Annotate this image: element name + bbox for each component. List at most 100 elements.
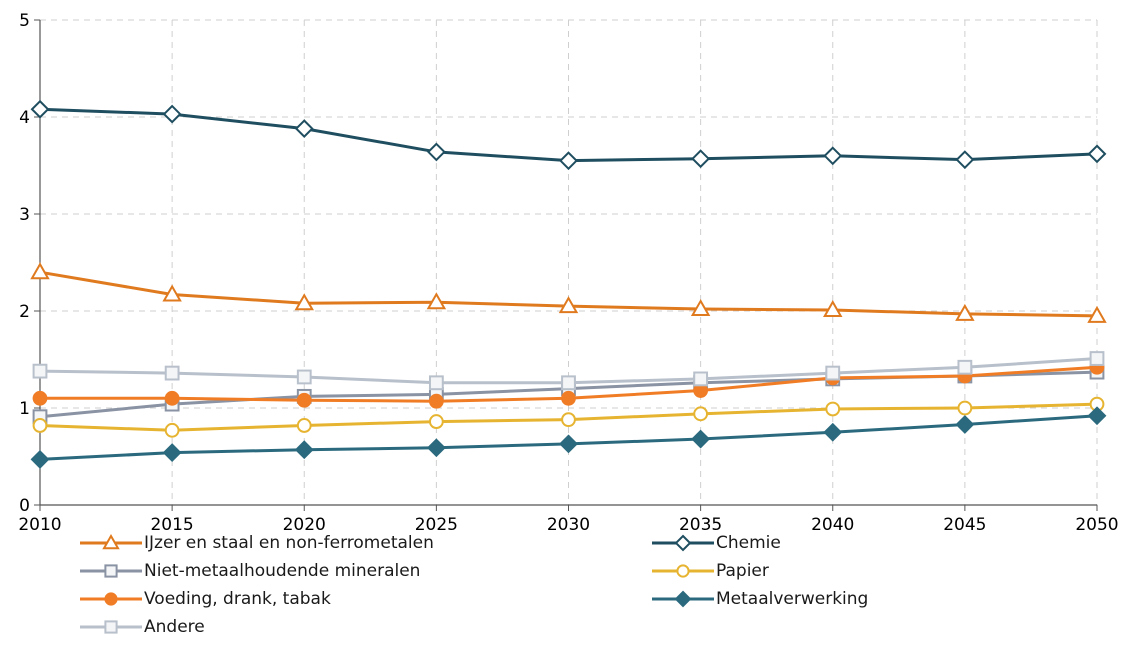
legend-swatch (80, 620, 142, 634)
data-point (559, 151, 578, 171)
data-point (955, 150, 975, 170)
data-point (693, 371, 709, 387)
data-point (955, 415, 975, 434)
data-point (32, 390, 48, 406)
data-point (691, 429, 711, 449)
legend-marker (674, 534, 692, 552)
data-point (561, 375, 576, 391)
y-tick-label: 5 (19, 11, 30, 31)
x-tick-label: 2020 (283, 515, 326, 535)
data-point (294, 119, 314, 139)
data-point (955, 303, 975, 321)
data-point (164, 422, 180, 438)
legend-marker (102, 533, 120, 550)
x-tick-label: 2050 (1075, 515, 1118, 535)
y-tick-label: 1 (19, 399, 30, 419)
data-point (1087, 144, 1107, 164)
data-point (426, 438, 446, 458)
legend-item: Niet-metaalhoudende mineralen (80, 558, 420, 584)
x-tick-label: 2030 (547, 515, 590, 535)
series-2 (30, 99, 1107, 171)
data-point (1087, 406, 1107, 426)
legend-swatch (80, 592, 142, 606)
legend-label: Andere (144, 617, 205, 637)
data-point (426, 292, 447, 310)
legend-swatch (652, 564, 714, 578)
data-point (162, 443, 182, 463)
data-point (691, 149, 711, 169)
series-5 (32, 359, 1105, 409)
x-tick-label: 2045 (943, 515, 986, 535)
series-4 (32, 396, 1105, 438)
y-tick-label: 0 (19, 496, 30, 516)
data-point (690, 299, 711, 317)
x-tick-label: 2010 (18, 515, 61, 535)
data-point (30, 99, 50, 119)
y-tick-label: 2 (19, 302, 30, 322)
data-point (164, 390, 180, 406)
legend-item: IJzer en staal en non-ferrometalen (80, 530, 434, 556)
legend-swatch (652, 534, 714, 552)
data-point (1087, 305, 1107, 323)
legend-item: Papier (652, 558, 769, 584)
series-7 (32, 351, 1105, 391)
legend-label: Chemie (716, 533, 781, 553)
legend-item: Chemie (652, 530, 781, 556)
x-axis-ticks: 2010 2015 2020 2025 2030 2035 2040 2045 2050 (18, 505, 1119, 535)
legend-label: Niet-metaalhoudende mineralen (144, 561, 421, 581)
legend-marker (104, 592, 118, 606)
data-point (561, 390, 576, 406)
data-point (426, 142, 446, 162)
data-point (693, 406, 709, 422)
data-point (957, 359, 973, 375)
legend-label: Metaalverwerking (716, 589, 869, 609)
legend-label: IJzer en staal en non-ferrometalen (144, 533, 434, 553)
legend-swatch (652, 590, 714, 608)
legend-item: Metaalverwerking (652, 586, 868, 612)
data-point (32, 363, 48, 379)
data-point (30, 449, 50, 469)
gridlines (40, 19, 1098, 505)
series-6 (30, 406, 1107, 469)
data-point (296, 392, 312, 408)
data-point (428, 375, 444, 391)
data-point (294, 293, 314, 311)
data-point (558, 296, 579, 314)
legend-label: Papier (716, 561, 769, 581)
legend-swatch (80, 564, 142, 578)
data-point (825, 401, 841, 417)
series-1 (30, 262, 1107, 323)
data-point (823, 146, 843, 166)
x-tick-label: 2015 (150, 515, 193, 535)
legend-marker (674, 590, 692, 608)
legend-swatch (80, 533, 142, 550)
y-axis-ticks: 0 1 2 3 4 5 (19, 11, 40, 516)
legend-marker (676, 564, 690, 578)
data-point (30, 262, 50, 280)
y-tick-label: 4 (19, 108, 30, 128)
data-point (296, 369, 312, 385)
x-tick-label: 2025 (415, 515, 458, 535)
data-point (296, 418, 312, 433)
data-point (164, 365, 180, 381)
data-point (294, 440, 314, 460)
data-point (428, 414, 444, 429)
legend-label: Voeding, drank, tabak (144, 589, 331, 609)
data-point (957, 400, 973, 416)
data-point (162, 284, 182, 302)
data-point (823, 300, 843, 318)
data-point (559, 434, 578, 454)
legend-marker (104, 620, 118, 634)
data-point (823, 422, 843, 442)
data-point (428, 393, 444, 409)
legend-item: Voeding, drank, tabak (80, 586, 331, 612)
y-tick-label: 3 (19, 205, 30, 225)
data-point (162, 104, 182, 124)
x-tick-label: 2040 (811, 515, 854, 535)
legend-item: Andere (80, 614, 205, 640)
data-point (561, 412, 576, 428)
legend-marker (104, 564, 118, 578)
x-tick-label: 2035 (679, 515, 722, 535)
